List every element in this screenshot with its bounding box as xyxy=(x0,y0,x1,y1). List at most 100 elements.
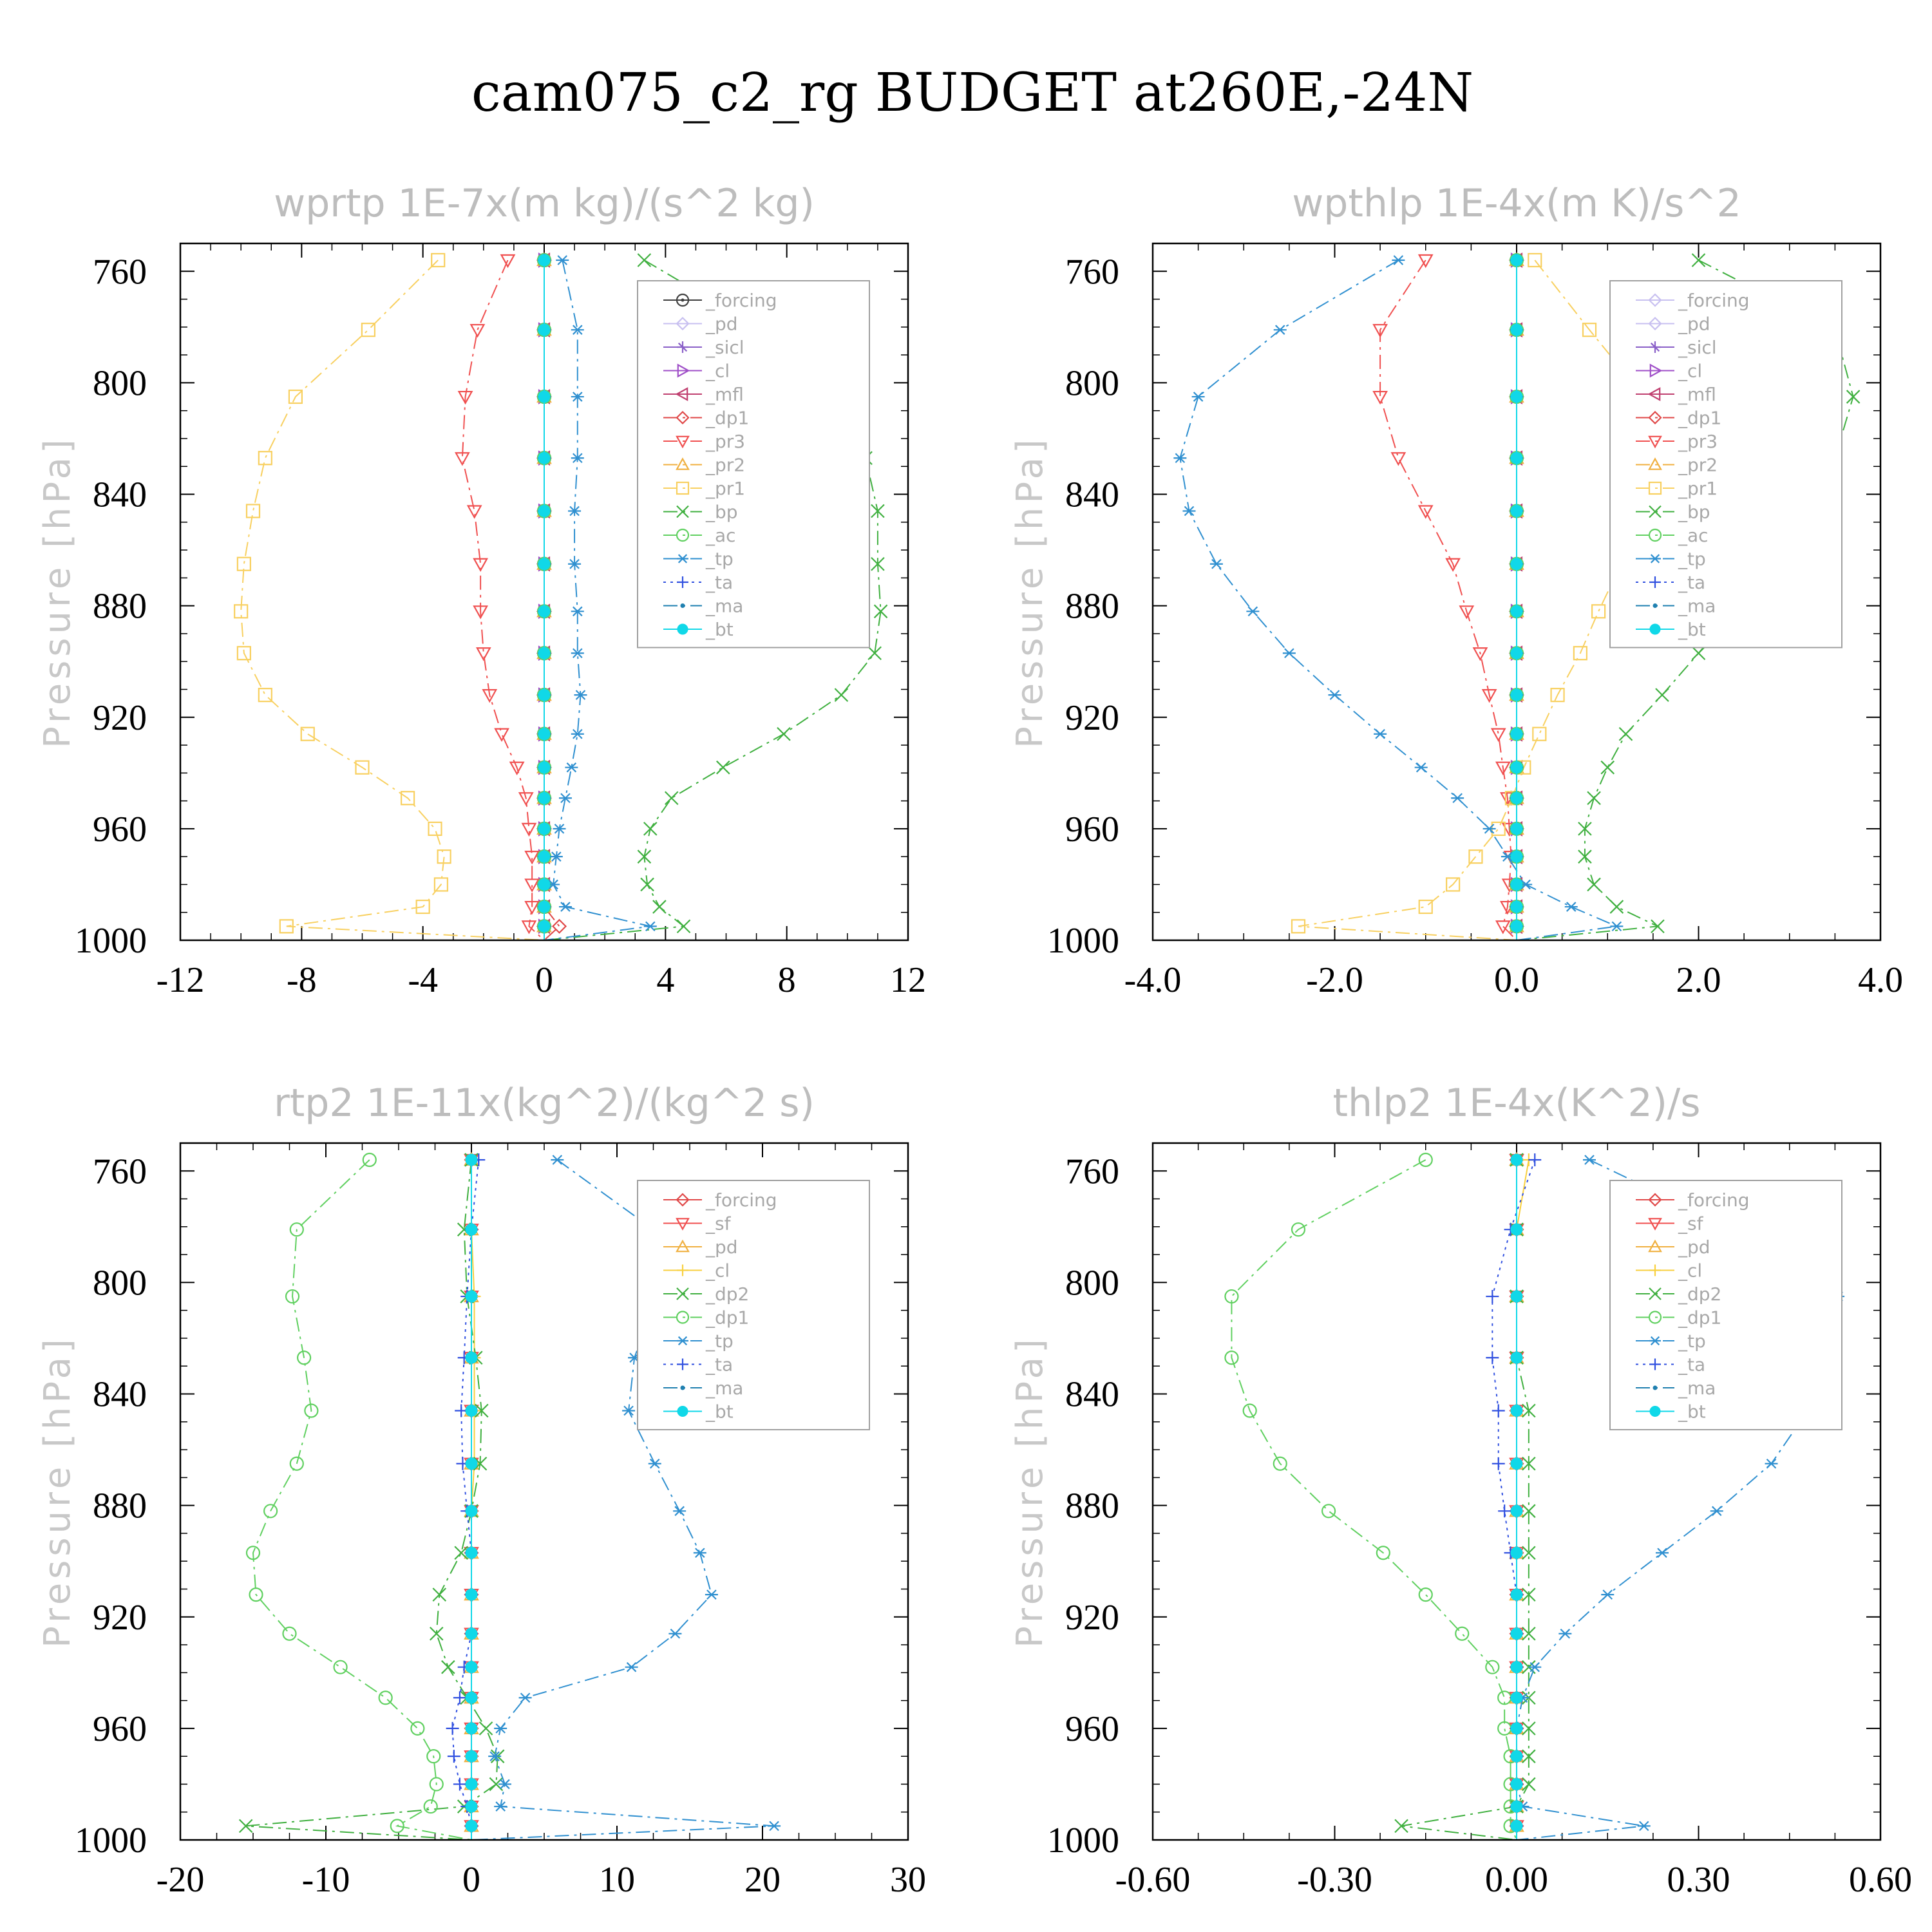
y-tick-label: 1000 xyxy=(75,1821,147,1861)
data-point xyxy=(1510,390,1523,403)
legend: _forcing _pd_sicl _cl_mfl _dp1_pr3 _pr2_pr1 _… xyxy=(637,280,870,649)
data-point xyxy=(1510,900,1523,913)
legend-label: _bt xyxy=(705,619,734,640)
panel-title: wprtp 1E-7x(m kg)/(s^2 kg) xyxy=(274,181,815,226)
data-point xyxy=(1510,558,1523,571)
data-point xyxy=(1656,1548,1669,1558)
data-point xyxy=(637,253,652,267)
data-point xyxy=(538,605,551,618)
y-tick-label: 800 xyxy=(1065,1263,1119,1303)
data-point xyxy=(524,878,540,893)
data-point xyxy=(355,760,370,775)
legend-label: _forcing xyxy=(705,1189,777,1211)
legend-item: _sicl xyxy=(1636,337,1717,358)
data-point xyxy=(1495,920,1511,934)
data-point xyxy=(1522,1749,1536,1763)
data-point xyxy=(716,760,730,775)
data-point xyxy=(1273,1456,1287,1471)
data-point xyxy=(1510,920,1523,933)
legend-label: _sicl xyxy=(705,337,744,358)
data-point xyxy=(465,1290,478,1303)
legend-label: _cl xyxy=(1678,1260,1702,1282)
data-point xyxy=(1390,452,1406,466)
data-point xyxy=(282,1626,297,1641)
legend-item: _bt xyxy=(663,1401,734,1423)
data-point xyxy=(871,556,885,571)
data-point xyxy=(643,822,658,836)
data-point xyxy=(1492,1457,1505,1470)
data-point xyxy=(441,1660,455,1674)
series-line xyxy=(240,260,545,940)
data-point xyxy=(675,387,688,401)
data-point xyxy=(453,1777,466,1791)
data-point xyxy=(1510,254,1523,267)
data-point xyxy=(469,324,486,338)
data-point xyxy=(677,576,688,588)
legend-label: _cl xyxy=(705,1260,730,1282)
data-point xyxy=(473,1456,488,1471)
legend-label: _pr2 xyxy=(1678,455,1718,476)
series-line xyxy=(544,260,651,940)
data-point xyxy=(500,254,516,269)
y-axis-label: Pressure [hPa] xyxy=(37,435,79,748)
data-point xyxy=(873,604,888,619)
legend-item: _dp1 xyxy=(1636,408,1721,429)
legend-item: _tp xyxy=(1636,1331,1706,1352)
data-point xyxy=(465,1691,478,1704)
data-point xyxy=(1648,293,1662,307)
data-point xyxy=(1392,255,1405,265)
data-point xyxy=(245,504,261,518)
data-point xyxy=(538,558,551,571)
legend-box xyxy=(1609,1180,1842,1430)
legend-label: _pd xyxy=(705,314,738,335)
data-point xyxy=(705,1589,718,1600)
series-dp1 xyxy=(245,1152,472,1840)
data-point xyxy=(571,453,584,464)
data-point xyxy=(538,761,551,774)
legend-label: _tp xyxy=(1678,1331,1706,1352)
legend-item: _cl xyxy=(663,1260,730,1282)
data-point xyxy=(1418,1587,1433,1602)
plot-area xyxy=(238,1151,781,1840)
data-point xyxy=(1587,791,1601,806)
data-point xyxy=(1609,900,1624,914)
data-point xyxy=(1648,435,1662,449)
x-tick-label: 2.0 xyxy=(1676,960,1721,1000)
data-point xyxy=(1510,1351,1523,1364)
data-point xyxy=(1648,1218,1662,1231)
legend-item: _forcing xyxy=(1636,290,1750,311)
series-pr1 xyxy=(234,252,545,940)
plot-frame xyxy=(1151,1142,1882,1841)
legend-item: _dp1 xyxy=(663,1307,749,1329)
legend-item: _pr2 xyxy=(663,455,745,476)
data-point xyxy=(1510,1457,1523,1470)
legend-item: _bp xyxy=(1636,502,1710,523)
data-point xyxy=(1648,1311,1662,1324)
data-point xyxy=(1451,793,1464,804)
legend-item: _pr1 xyxy=(663,478,745,499)
x-tick-label: -12 xyxy=(156,960,205,1000)
data-point xyxy=(465,1351,478,1364)
data-point xyxy=(777,726,791,741)
series-bt xyxy=(1510,254,1523,940)
data-point xyxy=(677,1336,688,1346)
data-point xyxy=(1510,791,1523,804)
data-point xyxy=(1578,849,1592,864)
series-line xyxy=(544,260,882,940)
x-tick-label: 0 xyxy=(535,960,553,1000)
data-point xyxy=(446,1721,459,1735)
legend-label: _dp1 xyxy=(705,408,749,429)
data-point xyxy=(423,1799,438,1814)
data-point xyxy=(300,726,315,741)
y-tick-label: 1000 xyxy=(1047,921,1119,961)
data-point xyxy=(465,1627,478,1640)
data-point xyxy=(1510,1750,1523,1763)
legend: _forcing _pd_sicl _cl_mfl _dp1_pr3 _pr2_pr1 _… xyxy=(1609,280,1842,649)
data-point xyxy=(668,1628,682,1639)
x-tick-label: 0.30 xyxy=(1667,1860,1730,1900)
legend-item: _ac xyxy=(1636,525,1709,546)
data-point xyxy=(680,1385,685,1390)
data-point xyxy=(676,293,690,307)
y-tick-label: 960 xyxy=(1065,1709,1119,1749)
